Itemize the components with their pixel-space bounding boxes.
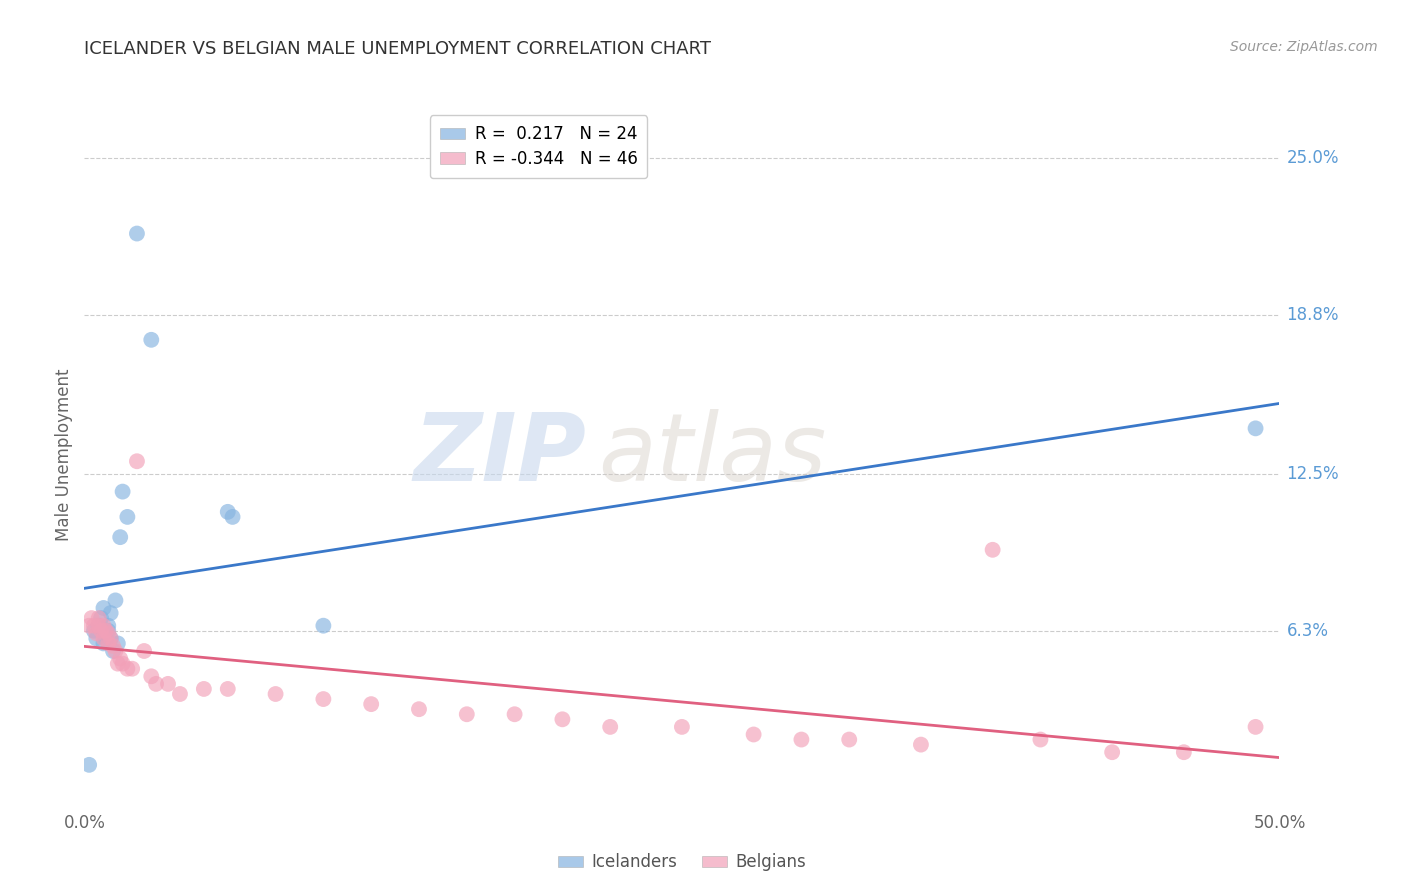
Point — [111, 484, 134, 499]
Point — [100, 632, 122, 646]
Point — [169, 687, 191, 701]
Point — [94, 624, 117, 638]
Point — [101, 639, 124, 653]
Text: ZIP: ZIP — [413, 409, 586, 501]
Point — [93, 636, 115, 650]
Point — [125, 454, 148, 468]
Point — [121, 662, 143, 676]
Point — [84, 632, 107, 646]
Point — [107, 657, 129, 671]
Point — [94, 632, 117, 646]
Point — [981, 542, 1004, 557]
Point — [264, 687, 287, 701]
Point — [503, 707, 526, 722]
Point — [107, 636, 129, 650]
Point — [93, 632, 115, 646]
Point — [87, 611, 110, 625]
Point — [84, 626, 107, 640]
Point — [1244, 720, 1267, 734]
Point — [312, 692, 335, 706]
Point — [104, 644, 127, 658]
Point — [217, 505, 239, 519]
Point — [77, 618, 100, 632]
Text: 6.3%: 6.3% — [1286, 622, 1329, 640]
Point — [360, 697, 382, 711]
Point — [408, 702, 430, 716]
Point — [93, 601, 115, 615]
Point — [1101, 745, 1123, 759]
Point — [110, 651, 132, 665]
Point — [132, 644, 156, 658]
Point — [87, 618, 110, 632]
Point — [90, 624, 112, 638]
Text: ICELANDER VS BELGIAN MALE UNEMPLOYMENT CORRELATION CHART: ICELANDER VS BELGIAN MALE UNEMPLOYMENT C… — [84, 40, 711, 58]
Y-axis label: Male Unemployment: Male Unemployment — [55, 368, 73, 541]
Point — [100, 606, 122, 620]
Point — [110, 530, 132, 544]
Point — [599, 720, 621, 734]
Point — [193, 681, 215, 696]
Point — [145, 677, 167, 691]
Text: 18.8%: 18.8% — [1286, 305, 1339, 324]
Point — [910, 738, 932, 752]
Point — [104, 593, 127, 607]
Point — [100, 632, 122, 646]
Point — [97, 624, 120, 638]
Point — [1173, 745, 1195, 759]
Point — [790, 732, 813, 747]
Point — [80, 611, 103, 625]
Point — [97, 636, 120, 650]
Point — [1244, 421, 1267, 435]
Point — [221, 509, 243, 524]
Point — [551, 712, 574, 726]
Point — [742, 727, 765, 741]
Point — [83, 618, 105, 632]
Text: 25.0%: 25.0% — [1286, 149, 1339, 167]
Point — [93, 618, 115, 632]
Point — [117, 662, 139, 676]
Point — [141, 333, 163, 347]
Text: 12.5%: 12.5% — [1286, 465, 1339, 483]
Point — [141, 669, 163, 683]
Point — [97, 618, 120, 632]
Point — [97, 626, 120, 640]
Point — [87, 618, 110, 632]
Point — [217, 681, 239, 696]
Text: atlas: atlas — [599, 409, 827, 500]
Point — [312, 618, 335, 632]
Legend: Icelanders, Belgians: Icelanders, Belgians — [551, 847, 813, 878]
Point — [111, 657, 134, 671]
Point — [456, 707, 478, 722]
Point — [117, 509, 139, 524]
Point — [671, 720, 693, 734]
Point — [90, 611, 112, 625]
Point — [101, 644, 124, 658]
Point — [838, 732, 860, 747]
Point — [1029, 732, 1052, 747]
Point — [125, 227, 148, 241]
Point — [157, 677, 180, 691]
Point — [83, 624, 105, 638]
Point — [77, 757, 100, 772]
Text: Source: ZipAtlas.com: Source: ZipAtlas.com — [1230, 40, 1378, 54]
